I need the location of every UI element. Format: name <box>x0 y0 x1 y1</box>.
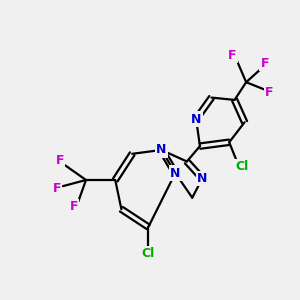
Text: F: F <box>228 49 236 62</box>
Text: F: F <box>265 86 274 99</box>
Text: F: F <box>52 182 61 195</box>
Text: Cl: Cl <box>142 248 155 260</box>
Text: N: N <box>197 172 207 185</box>
Text: F: F <box>69 200 78 213</box>
Text: N: N <box>156 143 167 157</box>
Text: Cl: Cl <box>236 160 249 173</box>
Text: N: N <box>170 167 181 180</box>
Text: F: F <box>56 154 64 167</box>
Text: N: N <box>191 113 201 126</box>
Text: F: F <box>260 57 269 70</box>
